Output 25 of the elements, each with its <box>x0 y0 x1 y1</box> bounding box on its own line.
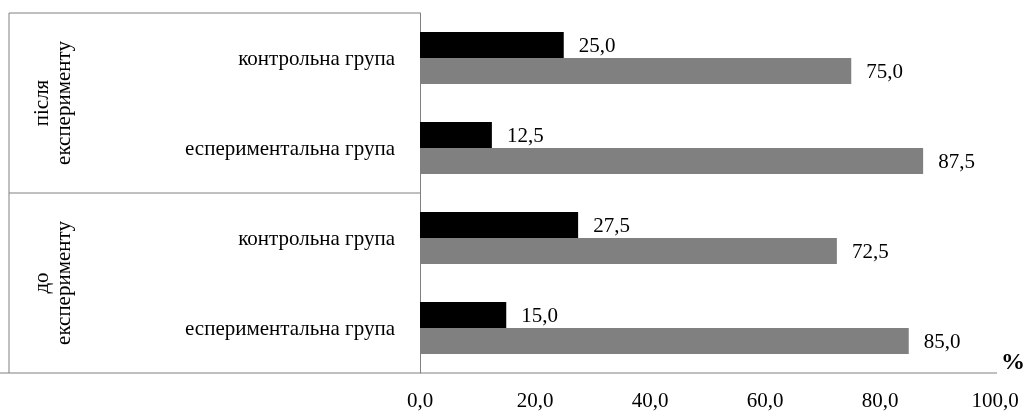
bar <box>420 32 564 58</box>
x-tick-label: 40,0 <box>631 387 669 412</box>
bar <box>420 302 507 328</box>
y-tick-label: еспериментальна група <box>184 136 396 160</box>
text: після експерименту <box>29 40 75 165</box>
x-tick-label: 0,0 <box>406 387 434 412</box>
data-label: 75,0 <box>866 59 903 83</box>
y-tick-label: контрольна група <box>238 226 396 250</box>
data-label: 85,0 <box>923 329 961 353</box>
bar <box>420 122 492 148</box>
data-label: 87,5 <box>938 149 975 173</box>
data-label: 25,0 <box>578 33 616 57</box>
data-label: 15,0 <box>521 303 558 327</box>
data-label: 12,5 <box>506 123 544 147</box>
bar <box>420 212 579 238</box>
y-tick-label: еспериментальна група <box>184 316 396 340</box>
text: до експерименту <box>29 220 75 345</box>
x-tick-label: 20,0 <box>516 387 554 412</box>
x-tick-label: 60,0 <box>746 387 784 412</box>
y-tick-label: контрольна група <box>238 46 396 70</box>
data-label: 27,5 <box>593 213 630 237</box>
data-label: 72,5 <box>851 239 889 263</box>
x-tick-label: 100,0 <box>971 387 1019 412</box>
x-tick-label: 80,0 <box>861 387 899 412</box>
x-axis-title: % <box>1001 348 1025 374</box>
